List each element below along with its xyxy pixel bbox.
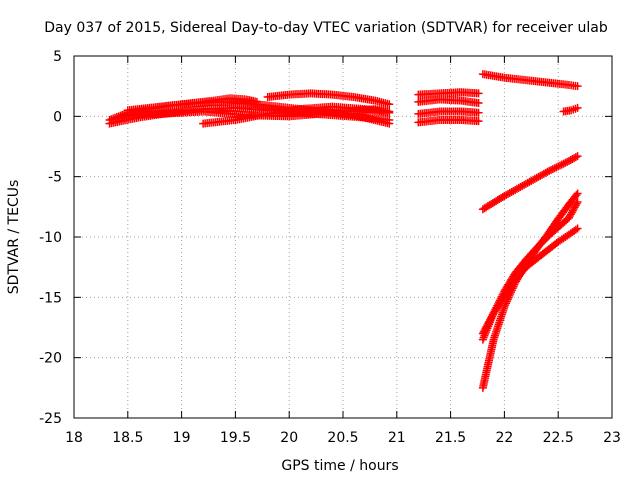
y-tick-label: -20 — [39, 351, 62, 367]
data-point-interp — [486, 314, 495, 323]
data-series — [478, 70, 582, 91]
data-point-interp — [548, 165, 557, 174]
data-point-interp — [567, 208, 576, 217]
data-point — [573, 103, 582, 112]
data-point-interp — [570, 203, 579, 212]
data-series — [478, 224, 582, 338]
x-tick-labels: 18 18.5 19 19.5 20 20.5 21 21.5 22 22.5 23 — [65, 430, 621, 446]
data-series — [414, 88, 483, 99]
x-axis-label: GPS time / hours — [281, 458, 398, 474]
y-tick-labels: 5 0 -5 -10 -15 -20 -25 — [39, 49, 62, 427]
x-tick-label: 23 — [603, 430, 621, 446]
y-tick-label: 0 — [53, 109, 62, 125]
data-point-interp — [481, 324, 490, 333]
data-point-interp — [554, 162, 563, 171]
data-point-interp — [561, 158, 570, 167]
data-point-interp — [571, 153, 580, 162]
data-point-interp — [483, 320, 492, 329]
data-point-interp — [487, 312, 496, 321]
data-point — [474, 89, 483, 98]
x-tick-label: 21.5 — [435, 430, 466, 446]
x-tick-label: 22 — [495, 430, 513, 446]
y-tick-label: 5 — [53, 49, 62, 65]
y-tick-label: -10 — [39, 230, 62, 246]
data-point-interp — [550, 164, 559, 173]
data-point — [564, 213, 573, 222]
data-point-interp — [547, 166, 556, 175]
data-point — [478, 329, 487, 338]
data-point — [474, 99, 483, 108]
data-series — [414, 115, 483, 127]
x-tick-label: 21 — [388, 430, 406, 446]
data-point-interp — [566, 210, 575, 219]
data-point — [573, 152, 582, 161]
data-point-interp — [563, 157, 572, 166]
x-tick-label: 19.5 — [220, 430, 251, 446]
x-tick-label: 20 — [280, 430, 298, 446]
data-point-interp — [545, 166, 554, 175]
data-point-interp — [569, 204, 578, 213]
data-series — [414, 95, 483, 108]
data-point-interp — [572, 191, 581, 200]
y-tick-label: -15 — [39, 290, 62, 306]
data-point-interp — [571, 201, 580, 210]
data-series — [414, 107, 483, 118]
x-tick-label: 18.5 — [112, 430, 143, 446]
chart-title: Day 037 of 2015, Sidereal Day-to-day VTE… — [44, 20, 608, 36]
data-point — [573, 224, 582, 233]
data-point-interp — [482, 322, 491, 331]
data-point — [573, 82, 582, 91]
data-series — [559, 103, 582, 116]
data-point — [543, 167, 552, 176]
data-series — [478, 152, 582, 214]
data-point — [385, 108, 394, 117]
data-point-interp — [552, 163, 561, 172]
y-tick-label: -5 — [48, 170, 62, 186]
data-series — [123, 97, 394, 128]
data-point-interp — [565, 211, 574, 220]
data-point-interp — [485, 317, 494, 326]
data-point-interp — [479, 327, 488, 336]
data-point-interp — [555, 161, 564, 170]
y-axis-label: SDTVAR / TECUs — [6, 180, 22, 295]
data-point — [385, 119, 394, 128]
x-tick-label: 20.5 — [327, 430, 358, 446]
data-point-interp — [480, 326, 489, 335]
data-point — [474, 117, 483, 126]
data-series — [263, 89, 394, 109]
data-point-interp — [484, 319, 493, 328]
data-point — [474, 108, 483, 117]
plot-frame — [73, 55, 613, 419]
data-point-interp — [557, 160, 566, 169]
x-tick-label: 19 — [173, 430, 191, 446]
data-point-interp — [571, 225, 580, 234]
data-point — [573, 189, 582, 198]
x-tick-label: 18 — [65, 430, 83, 446]
data-point-interp — [541, 168, 550, 177]
data-points — [105, 70, 582, 392]
x-tick-label: 22.5 — [543, 430, 574, 446]
data-point-interp — [486, 315, 495, 324]
data-point-interp — [572, 199, 581, 208]
data-point-interp — [559, 159, 568, 168]
data-point — [573, 198, 582, 207]
data-point — [385, 100, 394, 109]
y-tick-label: -25 — [39, 411, 62, 427]
data-point-interp — [568, 206, 577, 215]
